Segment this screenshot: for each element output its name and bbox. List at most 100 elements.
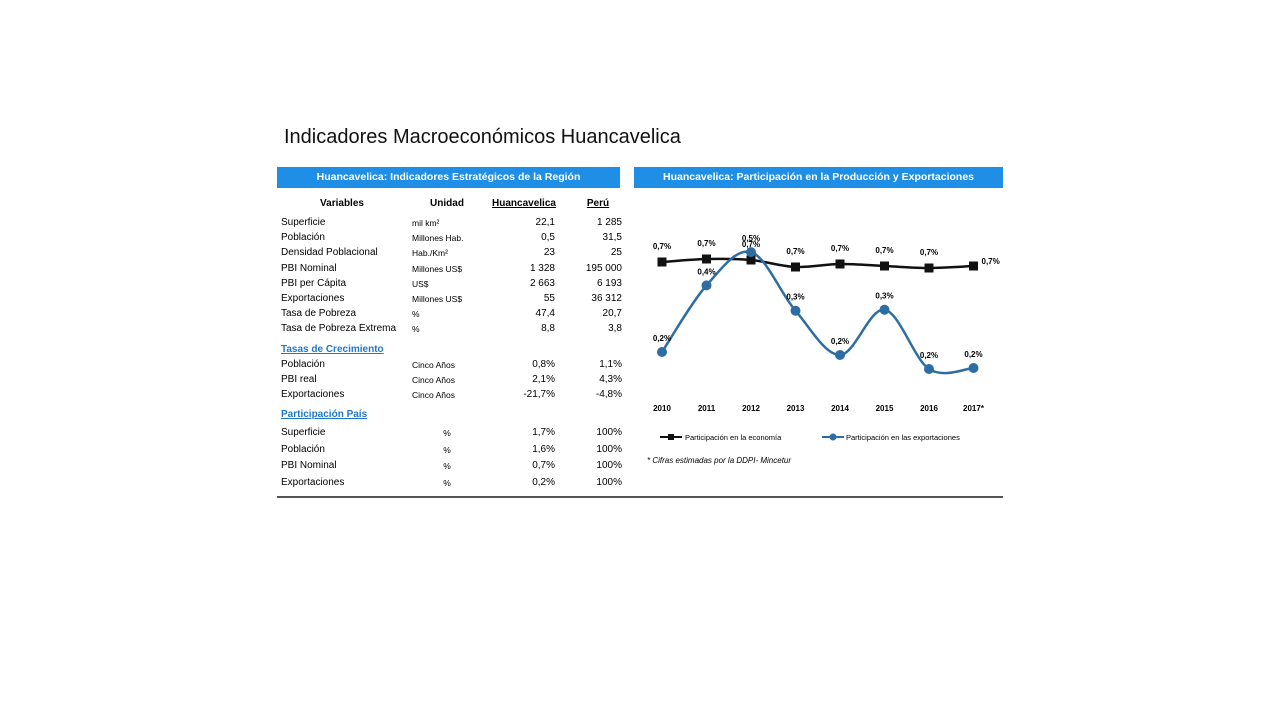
row-variable: Exportaciones (281, 476, 345, 488)
legend-marker-exportaciones (829, 433, 837, 441)
right-panel-header: Huancavelica: Participación en la Produc… (634, 167, 1003, 188)
table-row: PBI real Cinco Años 2,1% 4,3% (277, 373, 622, 387)
row-peru-value: 6 193 (596, 277, 622, 289)
x-tick-label: 2010 (653, 404, 671, 413)
row-unit: US$ (412, 278, 429, 289)
row-huancavelica-value: 8,8 (541, 323, 555, 335)
col-header-peru: Perú (586, 198, 610, 209)
row-peru-value: 3,8 (608, 323, 622, 335)
point-exportaciones (924, 364, 934, 374)
table-row: Exportaciones% 0,2% 100% (277, 476, 622, 490)
table-row: Superficie mil km² 22,1 1 285 (277, 216, 622, 230)
table-row: Población% 1,6% 100% (277, 443, 622, 457)
table-row: Tasa de Pobreza Extrema% 8,8 3,8 (277, 322, 622, 336)
point-exportaciones (879, 304, 890, 315)
row-unit: Cinco Años (412, 390, 455, 401)
row-huancavelica-value: 1 328 (529, 262, 555, 274)
row-huancavelica-value: 55 (543, 293, 555, 304)
row-variable: PBI real (281, 374, 317, 386)
row-peru-value: 20,7 (602, 308, 622, 320)
row-unit: Cinco Años (412, 360, 455, 370)
row-variable: Tasa de Pobreza (281, 308, 357, 320)
table-row: Exportaciones Cinco Años -21,7% -4,8% (277, 388, 622, 402)
row-unit: Millones US$ (412, 263, 463, 274)
legend-marker-economia (668, 434, 674, 440)
row-peru-value: -4,8% (595, 389, 622, 401)
row-huancavelica-value: 2 663 (529, 277, 555, 289)
point-exportaciones (835, 350, 845, 360)
row-variable: Superficie (281, 217, 326, 228)
bottom-rule (277, 496, 1003, 498)
row-huancavelica-value: 0,5 (541, 232, 555, 244)
row-huancavelica-value: 2,1% (532, 374, 555, 386)
col-header-huancavelica: Huancavelica (492, 198, 556, 209)
growth-section-title: Tasas de Crecimiento (281, 344, 384, 355)
row-variable: Exportaciones (281, 293, 345, 304)
row-variable: Densidad Poblacional (281, 247, 378, 259)
row-huancavelica-value: 0,7% (532, 460, 555, 472)
point-economia (791, 262, 800, 272)
table-row: Superficie% 1,7% 100% (277, 426, 622, 440)
x-tick-label: 2012 (742, 404, 760, 413)
row-huancavelica-value: 23 (543, 247, 555, 259)
row-unit: % (443, 477, 451, 488)
table-row: PBI Nominal Millones US$ 1 328 195 000 (277, 262, 622, 276)
data-label-economia: 0,7% (786, 247, 804, 256)
point-economia (969, 261, 978, 271)
col-header-variables: Variables (320, 198, 364, 209)
row-variable: Población (281, 359, 325, 370)
data-label-exportaciones: 0,3% (875, 292, 893, 301)
row-unit: % (443, 444, 451, 455)
table-row: Población Cinco Años 0,8% 1,1% (277, 358, 622, 372)
data-label-exportaciones: 0,2% (653, 334, 671, 343)
row-peru-value: 1,1% (599, 359, 622, 370)
row-peru-value: 195 000 (585, 262, 622, 274)
legend-label-economia: Participación en la economía (685, 433, 782, 442)
data-label-exportaciones: 0,2% (920, 351, 938, 360)
point-economia (835, 259, 845, 269)
slide-title: Indicadores Macroeconómicos Huancavelica (284, 126, 681, 148)
row-unit: Hab./Km² (412, 248, 448, 259)
row-peru-value: 1 285 (596, 217, 622, 228)
point-economia (657, 257, 667, 267)
row-huancavelica-value: -21,7% (523, 389, 555, 401)
data-label-exportaciones: 0,3% (786, 293, 804, 302)
row-variable: PBI Nominal (281, 460, 337, 472)
data-label-economia: 0,7% (982, 257, 1000, 266)
table-row: Tasa de Pobreza% 47,4 20,7 (277, 307, 622, 321)
row-peru-value: 25 (610, 247, 622, 259)
row-variable: Población (281, 232, 325, 244)
row-unit: mil km² (412, 218, 440, 228)
data-label-exportaciones: 0,4% (697, 267, 715, 276)
series-line-exportaciones (660, 250, 974, 375)
data-label-exportaciones: 0,5% (742, 234, 760, 243)
table-row: PBI Nominal% 0,7% 100% (277, 459, 622, 473)
point-economia (746, 255, 756, 265)
table-header-row: Variables Unidad Huancavelica Perú (277, 197, 620, 211)
row-unit: Millones US$ (412, 294, 463, 304)
row-peru-value: 31,5 (602, 232, 622, 244)
table-row: Densidad Poblacional Hab./Km² 23 25 (277, 246, 622, 260)
row-peru-value: 100% (596, 476, 622, 488)
row-huancavelica-value: 0,2% (532, 476, 555, 488)
data-label-economia: 0,7% (653, 242, 671, 251)
x-tick-label: 2017* (963, 404, 985, 413)
row-unit: % (412, 324, 420, 335)
data-label-economia: 0,7% (831, 244, 849, 253)
row-unit: Millones Hab. (412, 233, 464, 244)
x-tick-label: 2011 (698, 404, 716, 413)
point-exportaciones (657, 347, 667, 357)
participation-chart: 0,7% 0,7% 0,7% 0,7% 0,7% 0,7% 0,7% 0,7% 0,2% 0,4%… (653, 234, 1000, 442)
col-header-unidad: Unidad (430, 198, 464, 209)
table-row: PBI per Cápita US$ 2 663 6 193 (277, 277, 622, 291)
data-label-economia: 0,7% (875, 246, 893, 255)
row-huancavelica-value: 22,1 (535, 217, 555, 228)
row-huancavelica-value: 0,8% (532, 359, 555, 370)
point-economia (702, 254, 711, 264)
point-economia (924, 263, 934, 273)
row-peru-value: 100% (596, 460, 622, 472)
row-huancavelica-value: 1,6% (532, 443, 555, 455)
point-exportaciones (701, 280, 712, 291)
table-row: Exportaciones Millones US$ 55 36 312 (277, 292, 622, 306)
share-section-title: Participación País (281, 409, 368, 420)
